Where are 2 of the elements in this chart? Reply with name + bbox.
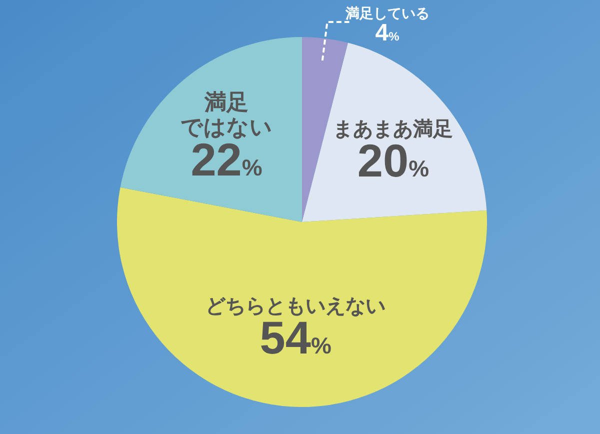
slice-label: 満足している — [344, 4, 430, 21]
data-label: 4% — [375, 19, 400, 46]
